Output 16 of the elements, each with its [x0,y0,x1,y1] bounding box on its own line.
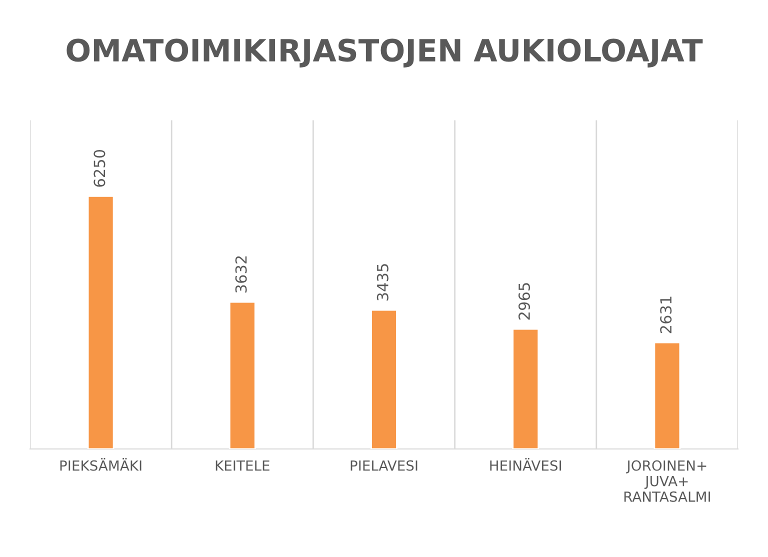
x-tick-label: KEITELE [216,460,270,471]
data-label: 2631 [660,296,672,334]
bar [370,309,398,449]
x-tick-label: JOROINEN+ JUVA+ RANTASALMI [624,460,710,502]
x-tick-label: PIELAVESI [350,460,418,471]
x-tick-label: PIEKSÄMÄKI [60,458,142,471]
data-label: 2965 [518,283,530,320]
data-label: 6250 [94,150,106,187]
chart-title: OMATOIMIKIRJASTOJEN AUKIOLOAJAT [66,38,703,68]
bar [512,328,540,449]
data-label: 3632 [235,256,247,293]
x-tick-label: HEINÄVESI [490,458,561,471]
data-label: 3435 [376,264,388,301]
bar [654,342,681,449]
bar [228,301,256,449]
bar [87,195,114,449]
